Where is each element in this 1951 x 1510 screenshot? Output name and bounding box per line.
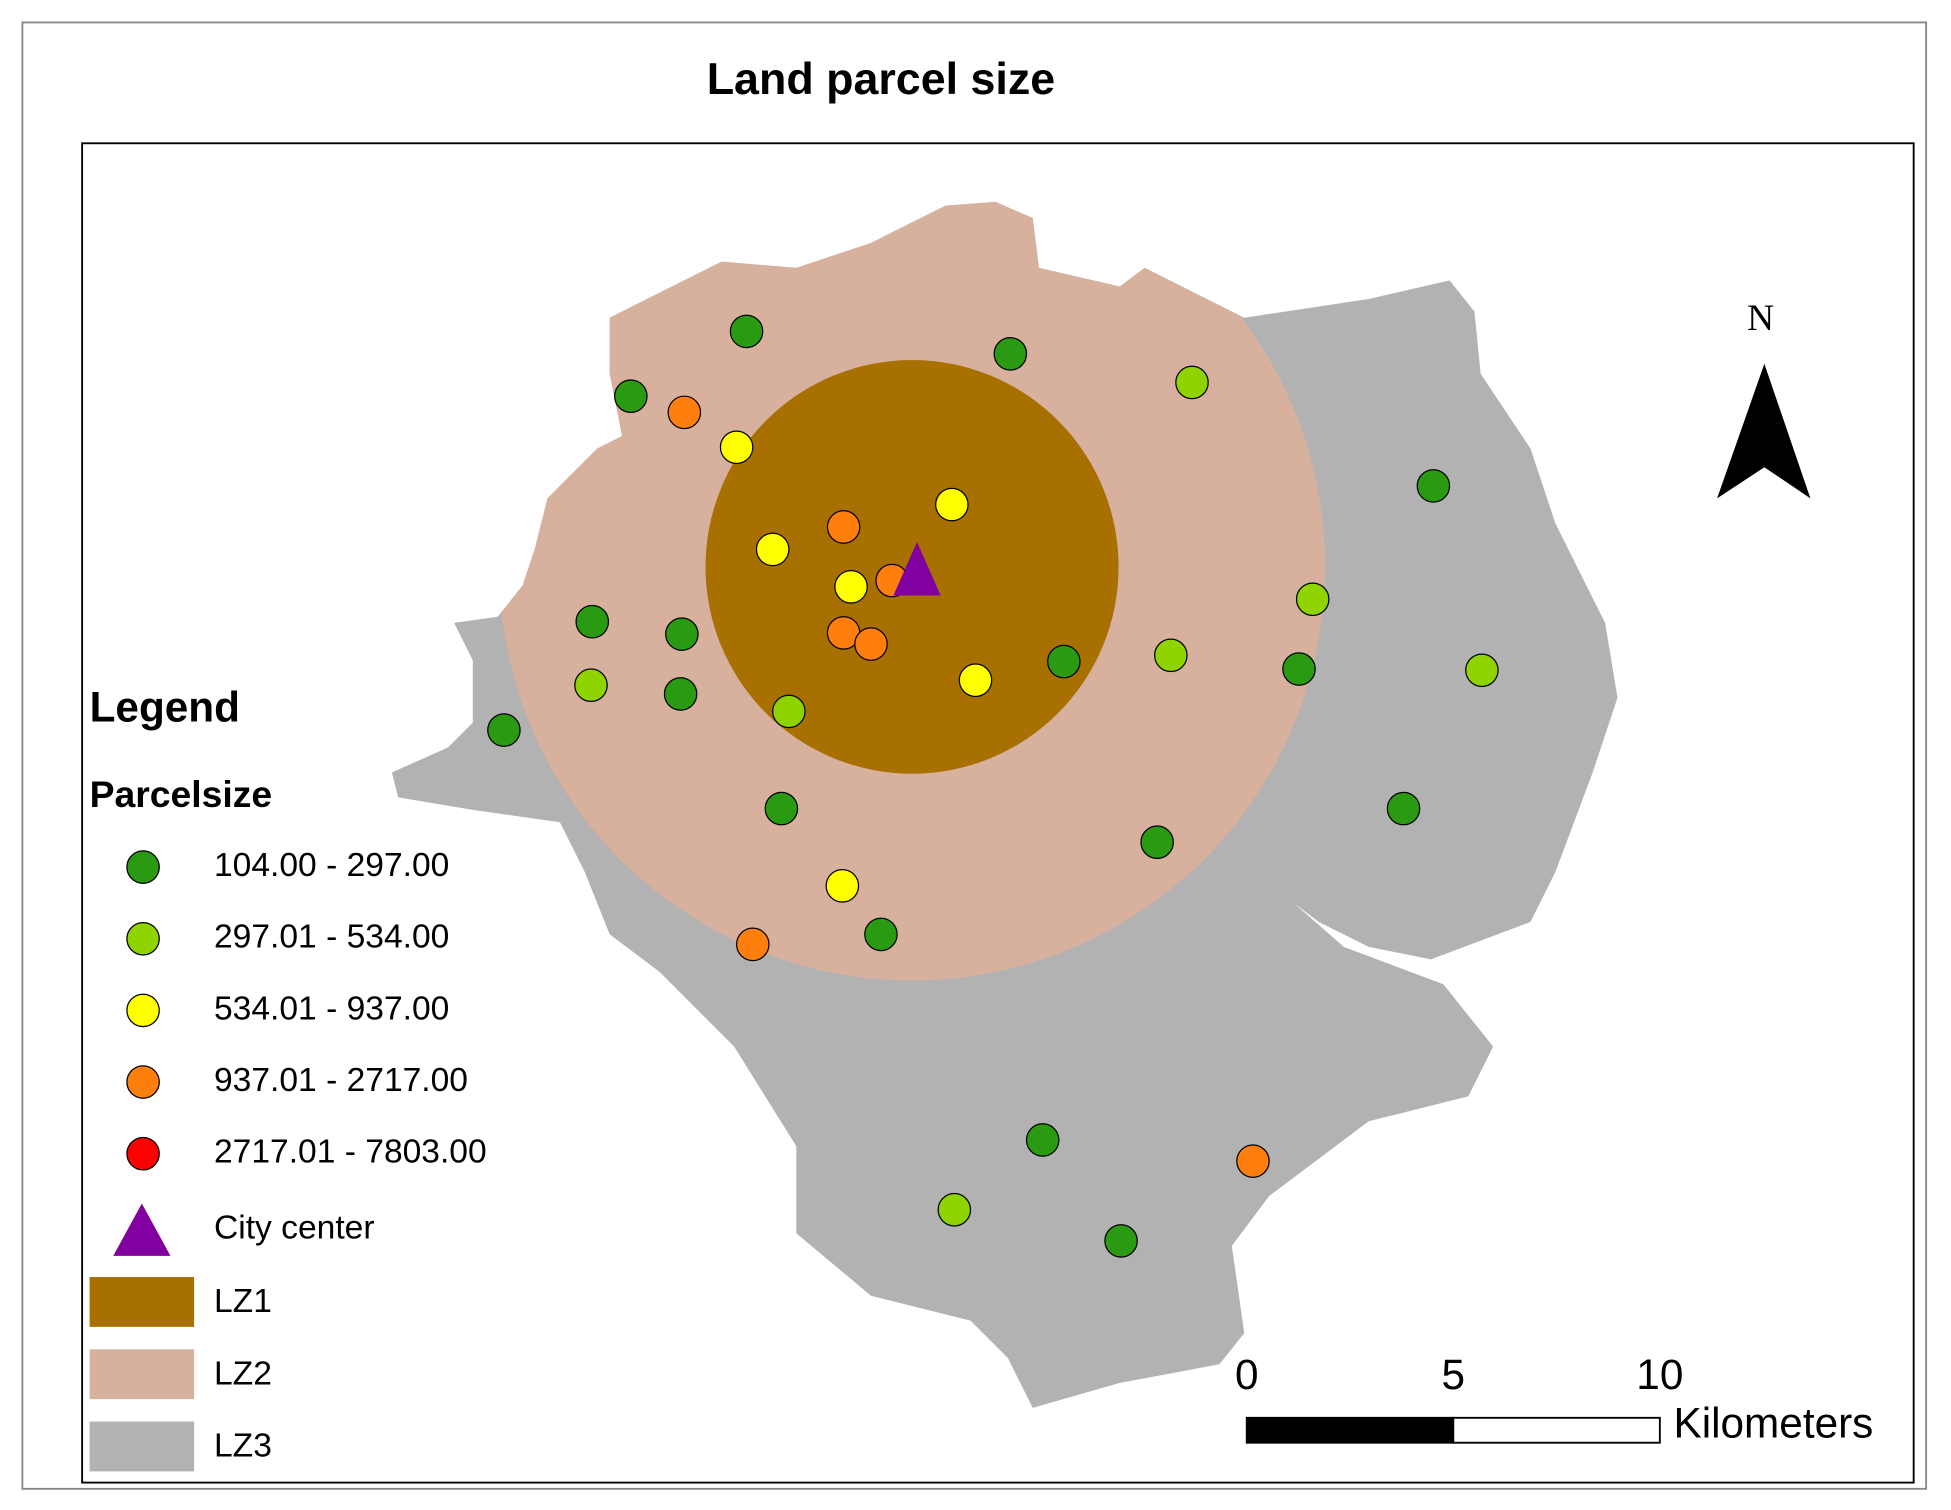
legend-label: 534.01 - 937.00 <box>214 990 449 1027</box>
parcel-point <box>729 314 764 349</box>
scale-segment <box>1452 1416 1661 1444</box>
scale-unit: Kilometers <box>1674 1400 1874 1447</box>
scale-segment <box>1245 1416 1455 1444</box>
legend-swatch <box>89 1421 195 1472</box>
legend-label: 297.01 - 534.00 <box>214 919 449 956</box>
parcel-points <box>487 314 1499 1258</box>
legend-swatch <box>126 1065 160 1099</box>
parcel-point <box>1175 365 1209 400</box>
legend-label: City center <box>214 1210 375 1247</box>
legend-label: LZ1 <box>214 1283 272 1320</box>
legend-label: LZ3 <box>214 1428 272 1465</box>
legend-heading: Parcelsize <box>90 773 273 815</box>
scale-tick-label: 10 <box>1636 1351 1683 1398</box>
parcel-point <box>825 868 860 903</box>
city-center-marker <box>893 541 941 596</box>
parcel-point <box>935 487 969 522</box>
north-arrow <box>1717 363 1811 499</box>
parcel-point <box>1465 653 1499 688</box>
parcel-point <box>575 604 610 639</box>
parcel-point <box>1140 825 1174 860</box>
scale-tick-label: 5 <box>1442 1351 1466 1398</box>
map-title: Land parcel size <box>707 54 1055 104</box>
parcel-point <box>1416 469 1451 503</box>
legend: 104.00 - 297.00 297.01 - 534.00 534.01 - 9… <box>89 847 487 1472</box>
north-label: N <box>1747 298 1774 339</box>
legend-label: 104.00 - 297.00 <box>214 847 449 884</box>
legend-label: LZ2 <box>214 1355 272 1392</box>
legend-title: Legend <box>90 683 240 730</box>
legend-swatch <box>126 921 160 956</box>
scale-tick-label: 0 <box>1235 1351 1259 1398</box>
legend-swatch <box>126 850 160 884</box>
parcel-point <box>937 1192 972 1227</box>
parcel-point <box>667 395 702 430</box>
legend-swatch <box>126 993 160 1028</box>
parcel-point <box>1295 582 1330 617</box>
parcel-point <box>614 379 648 414</box>
legend-swatch <box>113 1203 171 1256</box>
parcel-point <box>772 694 806 729</box>
parcel-point <box>854 627 888 661</box>
parcel-point <box>1236 1144 1270 1178</box>
map-frame <box>81 142 1915 1484</box>
parcel-point <box>834 569 868 604</box>
parcel-point <box>1047 644 1081 679</box>
parcel-point <box>1282 652 1316 686</box>
parcel-point <box>993 337 1028 371</box>
parcel-point <box>958 663 993 698</box>
legend-swatch <box>89 1277 195 1327</box>
legend-label: 937.01 - 2717.00 <box>214 1062 468 1099</box>
parcel-point <box>574 668 608 703</box>
legend-label: 2717.01 - 7803.00 <box>214 1134 487 1171</box>
legend-swatch <box>126 1136 160 1171</box>
parcel-point <box>1154 638 1188 673</box>
legend-swatch <box>89 1349 195 1400</box>
parcel-point <box>665 617 699 651</box>
parcel-point <box>487 713 521 747</box>
parcel-point <box>764 791 799 826</box>
parcel-point <box>1025 1123 1060 1157</box>
parcel-point <box>663 677 698 711</box>
parcel-point <box>719 430 754 465</box>
parcel-point <box>735 927 770 962</box>
parcel-point <box>1104 1224 1138 1258</box>
parcel-point <box>864 917 898 952</box>
parcel-point <box>755 532 790 567</box>
parcel-point <box>826 510 861 544</box>
zones <box>391 201 1618 1408</box>
parcel-point <box>1386 791 1421 826</box>
